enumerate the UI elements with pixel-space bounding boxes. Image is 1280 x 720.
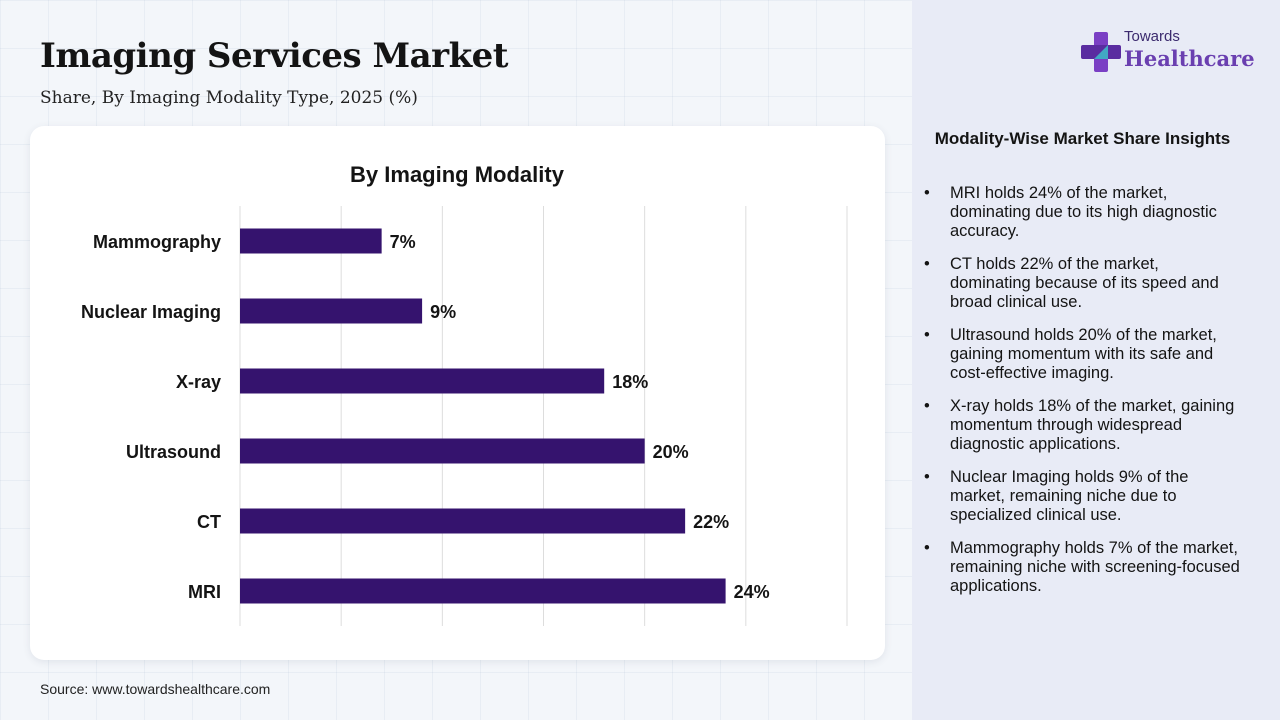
brand-logo: Towards Healthcare [1080, 28, 1260, 78]
insights-panel [912, 0, 1280, 720]
chart-title: By Imaging Modality [350, 162, 565, 187]
medical-cross-logo-icon [1081, 32, 1121, 72]
category-label: MRI [188, 582, 221, 602]
logo-top-text: Towards [1124, 28, 1180, 45]
insight-text: Nuclear Imaging holds 9% of the market, … [950, 468, 1189, 524]
insights-list: • MRI holds 24% of the market, dominating… [924, 184, 1244, 610]
chart-card: By Imaging Modality Mammography 7% Nuclear … [30, 126, 885, 660]
bar [240, 508, 686, 534]
bar [240, 438, 645, 464]
bar-chart: By Imaging Modality Mammography 7% Nuclear … [81, 162, 848, 626]
insight-text: CT holds 22% of the market, dominating b… [950, 255, 1219, 311]
page-title: Imaging Services Market [40, 36, 509, 76]
bar [240, 368, 605, 394]
category-label: Ultrasound [126, 442, 221, 462]
insight-item: • MRI holds 24% of the market, dominating… [924, 184, 1244, 241]
insights-title: Modality-Wise Market Share Insights [934, 129, 1231, 148]
value-label: 9% [430, 302, 456, 322]
value-label: 7% [390, 232, 416, 252]
insight-item: • Ultrasound holds 20% of the market, gai… [924, 326, 1244, 383]
category-label: Nuclear Imaging [81, 302, 221, 322]
value-label: 20% [653, 442, 689, 462]
value-label: 18% [612, 372, 648, 392]
value-label: 24% [734, 582, 770, 602]
bar [240, 298, 423, 324]
bullet-icon: • [924, 539, 930, 557]
insight-item: • Mammography holds 7% of the market, rem… [924, 539, 1244, 596]
bullet-icon: • [924, 326, 930, 344]
chart-area: Imaging Services Market Share, By Imagin… [30, 36, 885, 697]
bullet-icon: • [924, 397, 930, 415]
category-label: Mammography [93, 232, 221, 252]
source-note: Source: www.towardshealthcare.com [40, 681, 271, 697]
bullet-icon: • [924, 468, 930, 486]
value-label: 22% [693, 512, 729, 532]
insight-text: Ultrasound holds 20% of the market, gain… [950, 326, 1217, 382]
bullet-icon: • [924, 184, 930, 202]
insight-item: • X-ray holds 18% of the market, gaining … [924, 397, 1244, 454]
category-label: X-ray [176, 372, 221, 392]
insight-item: • CT holds 22% of the market, dominating … [924, 255, 1244, 312]
insight-text: Mammography holds 7% of the market, rema… [950, 539, 1240, 595]
bar [240, 578, 726, 604]
bullet-icon: • [924, 255, 930, 273]
insight-text: MRI holds 24% of the market, dominating … [950, 184, 1217, 240]
bar [240, 228, 382, 254]
page-subtitle: Share, By Imaging Modality Type, 2025 (%… [40, 88, 418, 108]
insight-item: • Nuclear Imaging holds 9% of the market,… [924, 468, 1244, 525]
logo-main-text: Healthcare [1124, 46, 1255, 71]
category-label: CT [197, 512, 221, 532]
insight-text: X-ray holds 18% of the market, gaining m… [950, 397, 1235, 453]
